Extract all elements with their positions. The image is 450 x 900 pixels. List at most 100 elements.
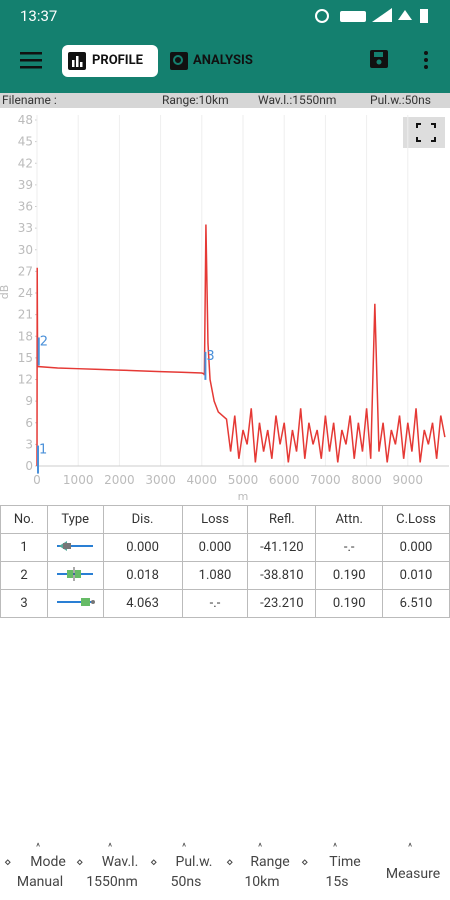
y-tick-label: 27 (18, 264, 33, 278)
setting-button[interactable]: ^ ⋄ Pul.w. 50ns (146, 842, 226, 892)
setting-icon: ⋄ (150, 855, 158, 869)
cell: 0.000 (102, 533, 183, 562)
setting-icon: ⋄ (76, 855, 84, 869)
x-tick-label: 1000 (63, 473, 94, 487)
setting-label: Time (329, 854, 361, 870)
cell: 1 (0, 533, 48, 562)
event-row: 2 0.018 1.080 -38.810 0.190 0.010 (0, 561, 450, 590)
x-tick-label: 0 (33, 473, 41, 487)
status-bar: 13:37 (0, 0, 450, 30)
cell: -23.210 (247, 589, 317, 618)
cell: 4.063 (102, 589, 183, 618)
type-icon (46, 589, 104, 618)
caret: ^ (182, 842, 187, 853)
setting-label: Range (250, 854, 290, 870)
tab-label: PROFILE (92, 53, 143, 68)
setting-icon: ⋄ (301, 855, 309, 869)
y-tick-label: 9 (25, 394, 33, 408)
profile-tab[interactable]: PROFILE (62, 45, 158, 77)
event-type (57, 597, 96, 606)
header-cell: Dis. (102, 505, 183, 534)
cell: -.- (181, 589, 249, 618)
x-tick-label: 2000 (104, 473, 135, 487)
setting-label-wrap: ⋄ Wav.l. (72, 852, 152, 872)
measure-button[interactable]: Measure (385, 866, 441, 882)
cell: -41.120 (247, 533, 317, 562)
setting-value: 10km (244, 874, 280, 890)
header-row: No. Type Dis. Loss Refl. Attn. C.Loss (0, 505, 450, 534)
event-type (57, 566, 94, 581)
type-icon (46, 561, 104, 590)
cell: -38.810 (247, 561, 317, 590)
cell: 6.510 (382, 589, 450, 618)
analysis-tab[interactable]: ANALYSIS (170, 45, 270, 77)
range: Range:10km (162, 93, 229, 107)
menu-button[interactable] (20, 50, 44, 70)
y-tick-label: 24 (18, 286, 33, 300)
info-bar: Filename : Range:10km Wav.l.:1550nm Pul.… (0, 93, 450, 108)
setting-label-wrap: ⋄ Range (222, 852, 302, 872)
event-type (57, 540, 94, 551)
event-marker-label: 1 (39, 443, 47, 458)
cell: 1.080 (181, 561, 249, 590)
x-tick-label: 3000 (145, 473, 176, 487)
y-tick-label: 48 (18, 113, 33, 127)
x-axis-label: m (238, 490, 249, 503)
tab-label: ANALYSIS (193, 53, 253, 68)
caret: ^ (333, 842, 338, 853)
save-button[interactable] (370, 50, 390, 70)
event-marker-label: 2 (40, 334, 48, 349)
y-tick-label: 18 (18, 329, 33, 343)
cell: 0.000 (181, 533, 249, 562)
setting-value: 15s (325, 874, 349, 890)
caret: ^ (258, 842, 263, 853)
caret: ^ (408, 842, 413, 853)
trace (36, 224, 446, 467)
y-tick-label: 30 (18, 243, 33, 257)
setting-label-wrap: ⋄ Mode (0, 852, 80, 872)
event-table: No. Type Dis. Loss Refl. Attn. C.Loss 1 0.000 0.0… (0, 505, 450, 618)
cell: 2 (0, 561, 48, 590)
x-tick-label: 9000 (393, 473, 424, 487)
setting-button[interactable]: ^ ⋄ Wav.l. 1550nm (72, 842, 152, 892)
setting-value: 50ns (170, 874, 202, 890)
setting-button[interactable]: ^ ⋄ Range 10km (222, 842, 302, 892)
setting-label-wrap: ⋄ Time (297, 852, 377, 872)
fullscreen-button[interactable] (403, 117, 445, 148)
header-cell: No. (0, 505, 48, 534)
header-cell: Loss (181, 505, 249, 534)
filename: Filename : (2, 93, 57, 107)
x-tick-label: 5000 (228, 473, 259, 487)
x-tick-label: 6000 (269, 473, 300, 487)
cell: -.- (315, 533, 384, 562)
setting-value: Manual (16, 874, 64, 890)
type-icon (46, 533, 104, 562)
cell: 0.018 (102, 561, 183, 590)
caret: ^ (36, 842, 41, 853)
setting-button[interactable]: ^ ⋄ Mode Manual (0, 842, 80, 892)
cell: 0.190 (315, 589, 384, 618)
header-cell: Refl. (247, 505, 317, 534)
y-axis-label: dB (0, 285, 11, 300)
setting-label: Pul.w. (175, 854, 213, 870)
cell: 0.000 (382, 533, 450, 562)
more-button[interactable] (422, 50, 430, 72)
setting-button[interactable]: ^ ⋄ Time 15s (297, 842, 377, 892)
y-tick-label: 36 (18, 200, 33, 214)
caret: ^ (108, 842, 113, 853)
setting-label-wrap: ⋄ Pul.w. (146, 852, 226, 872)
wavelength: Wav.l.:1550nm (258, 93, 337, 107)
x-tick-label: 7000 (310, 473, 341, 487)
event-row: 3 4.063 -.- -23.210 0.190 6.510 (0, 589, 450, 618)
y-tick-label: 15 (18, 351, 33, 365)
x-tick-label: 8000 (351, 473, 382, 487)
header-cell: Type (46, 505, 104, 534)
x-tick-label: 4000 (187, 473, 218, 487)
y-tick-label: 0 (25, 459, 33, 473)
cell: 3 (0, 589, 48, 618)
y-tick-label: 45 (18, 135, 33, 149)
setting-icon: ⋄ (226, 855, 234, 869)
status-icons (315, 8, 428, 23)
